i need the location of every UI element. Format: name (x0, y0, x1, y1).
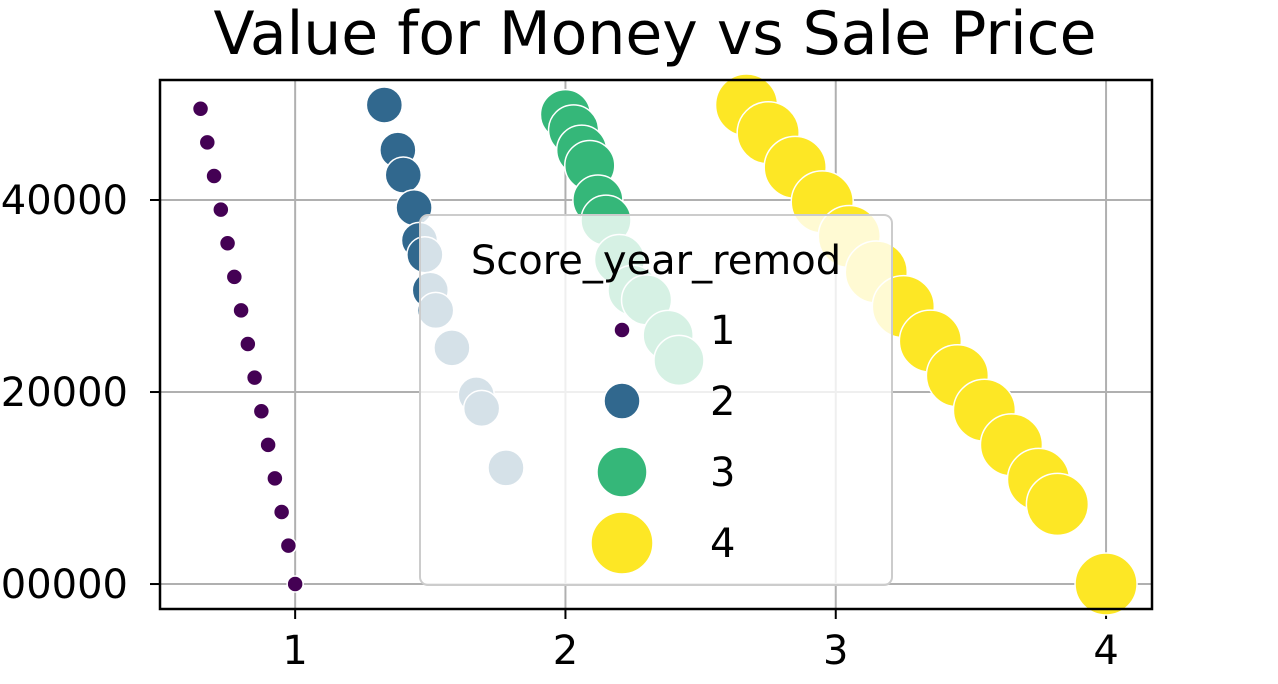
point (365, 86, 404, 124)
series (191, 100, 304, 593)
legend-title: Score_year_remod (471, 238, 841, 284)
y-tick-label: 120000 (0, 370, 128, 416)
point (272, 503, 291, 521)
point (212, 200, 230, 219)
legend-label: 2 (710, 379, 735, 425)
point (259, 436, 277, 454)
point (239, 335, 257, 353)
legend-label: 1 (710, 308, 735, 354)
plot-frame (158, 78, 1154, 611)
legend: Score_year_remod 1 2 3 4 (419, 214, 893, 586)
y-tick-label: 100000 (0, 562, 128, 608)
legend-marker (603, 382, 641, 420)
point (225, 268, 244, 286)
legend-marker (596, 446, 648, 498)
point (252, 402, 271, 420)
point (384, 156, 423, 194)
point (266, 469, 284, 488)
x-tick-label: 3 (823, 628, 848, 674)
x-tick-label: 4 (1093, 628, 1118, 674)
legend-marker (613, 321, 631, 339)
point (198, 133, 217, 152)
legend-label: 4 (710, 521, 735, 567)
chart-title: Value for Money vs Sale Price (213, 0, 1096, 69)
point (1074, 552, 1138, 616)
point (191, 100, 210, 118)
legend-marker (590, 511, 654, 575)
point (245, 368, 264, 387)
legend-box (419, 214, 893, 586)
point (205, 167, 223, 185)
point (232, 301, 250, 320)
x-tick-label: 1 (282, 628, 307, 674)
y-tick-label: 140000 (0, 178, 128, 224)
legend-label: 3 (710, 450, 735, 496)
point (279, 536, 298, 555)
point (286, 575, 304, 593)
point (218, 234, 237, 252)
point (1025, 472, 1090, 537)
series (714, 73, 1138, 616)
x-tick-label: 2 (553, 628, 578, 674)
